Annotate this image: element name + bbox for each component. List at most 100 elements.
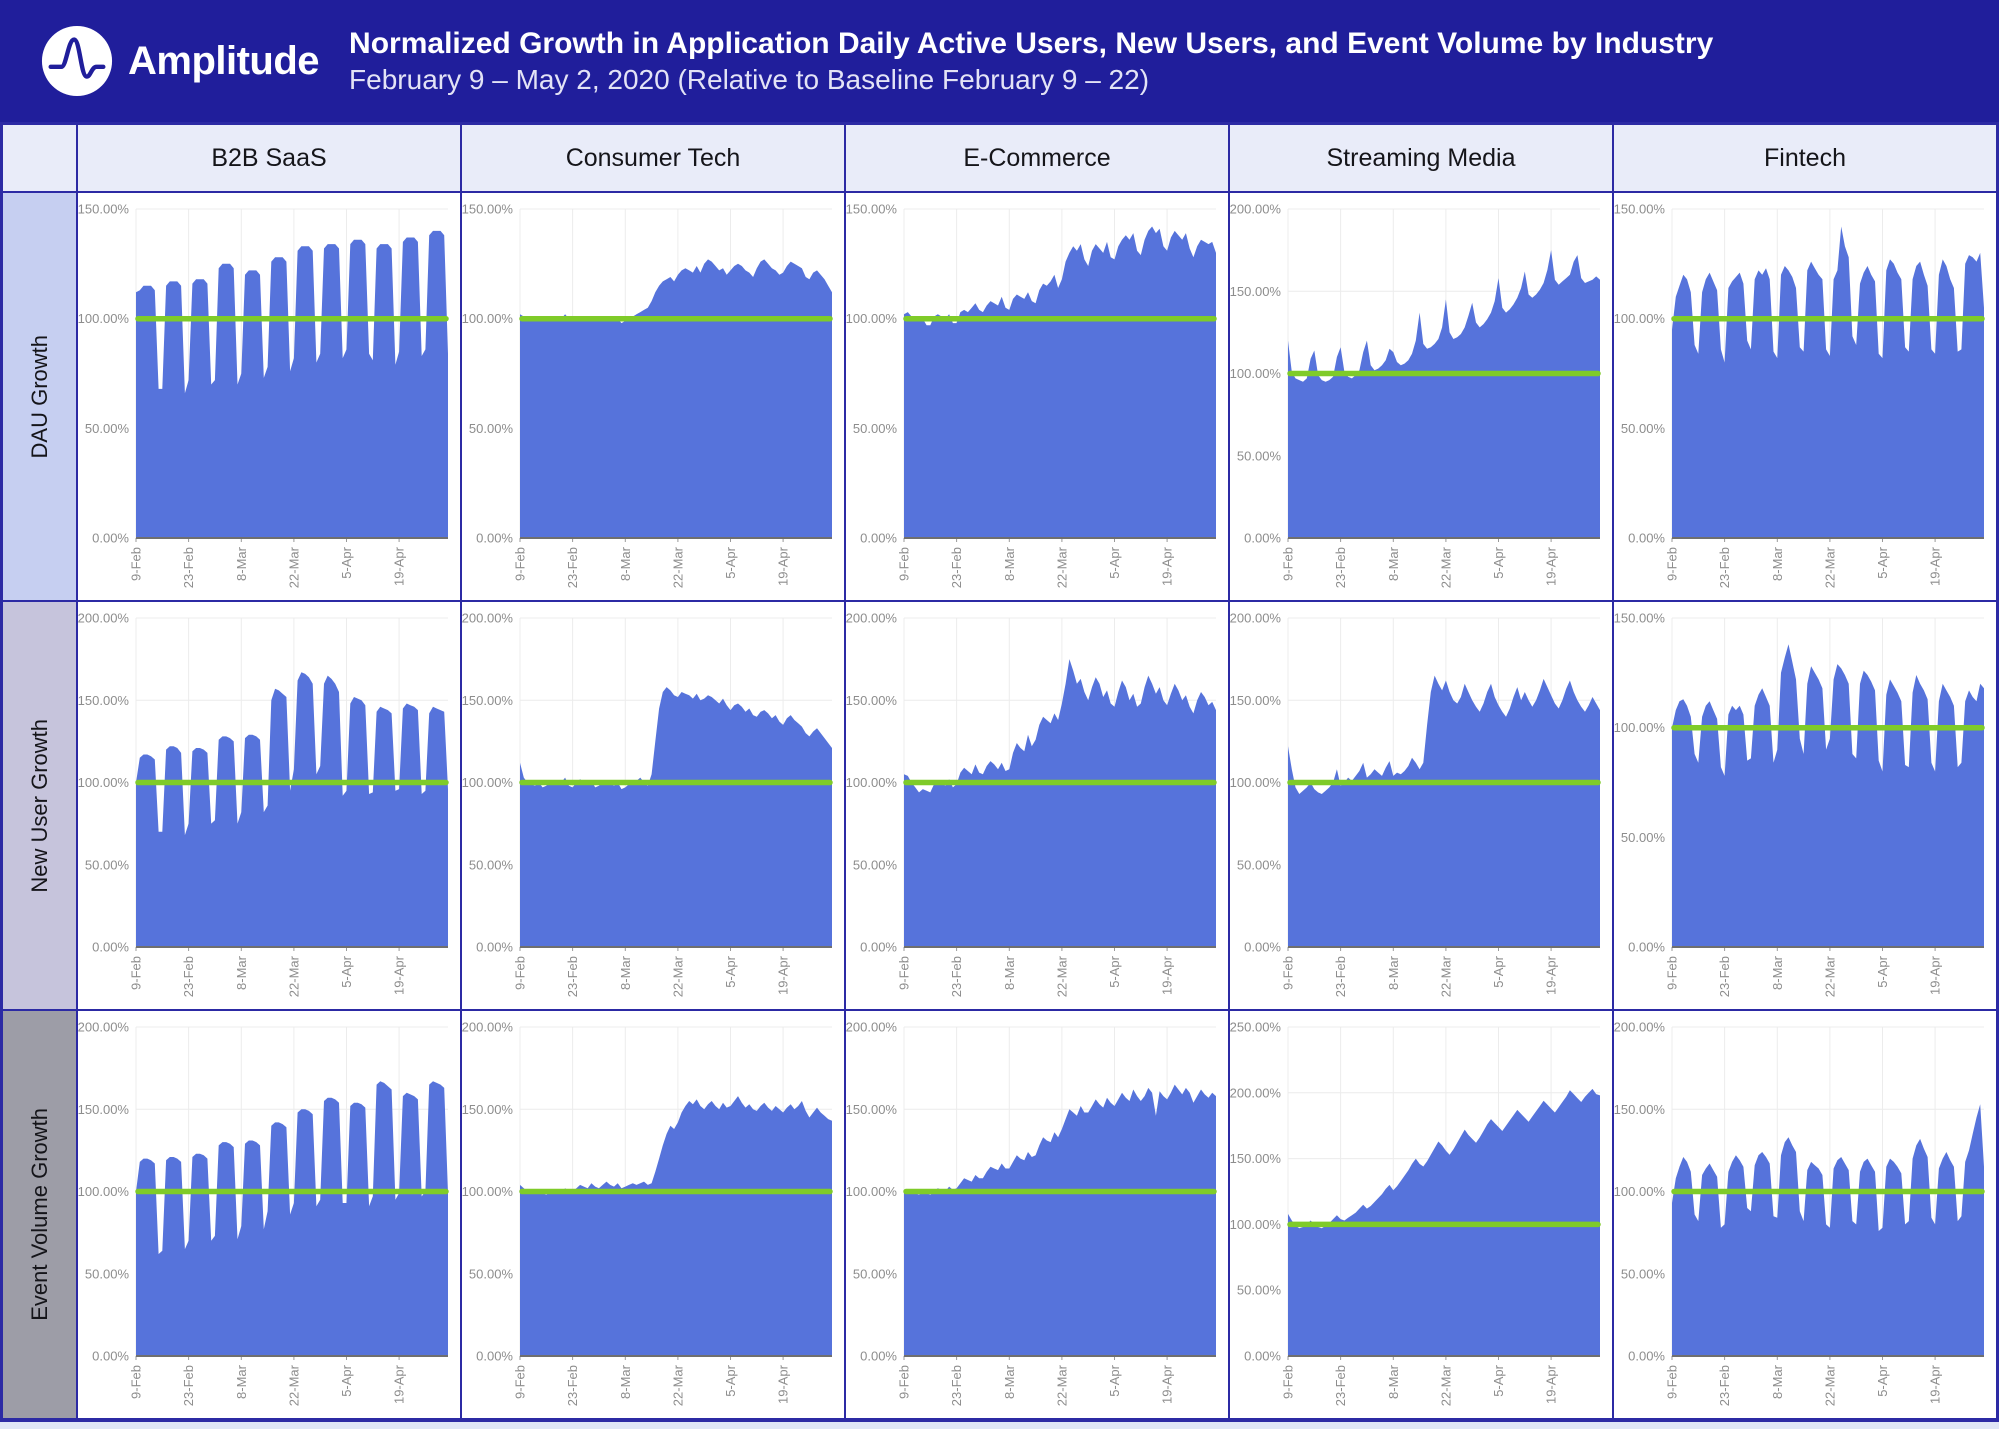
area-chart-svg: 0.00% 50.00% 100.00% 150.00% 200.00% 9-Feb 23-…: [1614, 1020, 1985, 1406]
svg-text:19-Apr: 19-Apr: [776, 1364, 791, 1404]
svg-text:5-Apr: 5-Apr: [1875, 546, 1890, 578]
svg-text:19-Apr: 19-Apr: [1160, 1364, 1175, 1404]
svg-text:200.00%: 200.00%: [462, 611, 513, 626]
svg-text:5-Apr: 5-Apr: [1491, 1364, 1506, 1396]
svg-text:9-Feb: 9-Feb: [897, 1365, 912, 1399]
svg-text:8-Mar: 8-Mar: [618, 955, 633, 990]
chart-dau-growth-e-commerce: 0.00% 50.00% 100.00% 150.00% 9-Feb 23-Feb 8-Ma…: [846, 193, 1228, 600]
svg-text:22-Mar: 22-Mar: [286, 546, 301, 588]
report-title: Normalized Growth in Application Daily A…: [349, 27, 1714, 61]
svg-text:22-Mar: 22-Mar: [1054, 546, 1069, 588]
svg-text:150.00%: 150.00%: [1230, 693, 1281, 708]
svg-text:0.00%: 0.00%: [92, 1349, 129, 1364]
area-chart-svg: 0.00% 50.00% 100.00% 150.00% 200.00% 9-Feb 23-…: [846, 611, 1217, 997]
svg-text:50.00%: 50.00%: [85, 421, 130, 436]
svg-text:19-Apr: 19-Apr: [1928, 546, 1943, 586]
svg-text:8-Mar: 8-Mar: [1386, 546, 1401, 581]
chart-new-user-growth-consumer-tech: 0.00% 50.00% 100.00% 150.00% 200.00% 9-Feb 23-…: [462, 602, 844, 1009]
svg-text:19-Apr: 19-Apr: [392, 955, 407, 995]
svg-text:150.00%: 150.00%: [78, 202, 129, 217]
area-chart-svg: 0.00% 50.00% 100.00% 150.00% 9-Feb 23-Feb 8-Ma…: [846, 202, 1217, 588]
svg-text:100.00%: 100.00%: [78, 775, 129, 790]
svg-text:200.00%: 200.00%: [1614, 1020, 1665, 1035]
svg-text:0.00%: 0.00%: [1244, 1349, 1281, 1364]
chart-dau-growth-consumer-tech: 0.00% 50.00% 100.00% 150.00% 9-Feb 23-Feb 8-Ma…: [462, 193, 844, 600]
svg-text:23-Feb: 23-Feb: [1717, 956, 1732, 997]
svg-text:100.00%: 100.00%: [78, 1184, 129, 1199]
chart-event-volume-growth-consumer-tech: 0.00% 50.00% 100.00% 150.00% 200.00% 9-Feb 23-…: [462, 1011, 844, 1418]
svg-text:150.00%: 150.00%: [1614, 1102, 1665, 1117]
svg-text:200.00%: 200.00%: [462, 1020, 513, 1035]
svg-text:8-Mar: 8-Mar: [618, 1364, 633, 1399]
svg-text:50.00%: 50.00%: [1237, 1283, 1282, 1298]
svg-text:23-Feb: 23-Feb: [1717, 547, 1732, 588]
svg-text:8-Mar: 8-Mar: [234, 1364, 249, 1399]
chart-event-volume-growth-streaming-media: 0.00% 50.00% 100.00% 150.00% 200.00% 250.00% 9…: [1230, 1011, 1612, 1418]
svg-text:5-Apr: 5-Apr: [1875, 955, 1890, 987]
svg-text:100.00%: 100.00%: [78, 311, 129, 326]
svg-text:8-Mar: 8-Mar: [1770, 955, 1785, 990]
svg-text:8-Mar: 8-Mar: [1386, 1364, 1401, 1399]
svg-text:50.00%: 50.00%: [853, 421, 898, 436]
chart-dau-growth-streaming-media: 0.00% 50.00% 100.00% 150.00% 200.00% 9-Feb 23-…: [1230, 193, 1612, 600]
chart-dau-growth-fintech: 0.00% 50.00% 100.00% 150.00% 9-Feb 23-Feb 8-Ma…: [1614, 193, 1996, 600]
svg-text:0.00%: 0.00%: [860, 940, 897, 955]
area-chart-svg: 0.00% 50.00% 100.00% 150.00% 200.00% 9-Feb 23-…: [846, 1020, 1217, 1406]
svg-text:23-Feb: 23-Feb: [181, 547, 196, 588]
chart-event-volume-growth-b2b-saas: 0.00% 50.00% 100.00% 150.00% 200.00% 9-Feb 23-…: [78, 1011, 460, 1418]
area-chart-svg: 0.00% 50.00% 100.00% 150.00% 200.00% 250.00% 9…: [1230, 1020, 1601, 1406]
svg-text:22-Mar: 22-Mar: [1438, 1364, 1453, 1406]
svg-text:22-Mar: 22-Mar: [670, 955, 685, 997]
svg-text:9-Feb: 9-Feb: [1665, 956, 1680, 990]
svg-text:150.00%: 150.00%: [78, 1102, 129, 1117]
svg-text:22-Mar: 22-Mar: [1438, 546, 1453, 588]
column-header-consumer-tech: Consumer Tech: [462, 125, 844, 191]
svg-text:9-Feb: 9-Feb: [1281, 1365, 1296, 1399]
amplitude-wave-icon: [41, 25, 113, 97]
svg-text:9-Feb: 9-Feb: [1665, 547, 1680, 581]
amplitude-logo: Amplitude: [40, 24, 320, 98]
svg-text:100.00%: 100.00%: [462, 311, 513, 326]
svg-text:0.00%: 0.00%: [1244, 531, 1281, 546]
svg-text:22-Mar: 22-Mar: [1822, 546, 1837, 588]
chart-grid: B2B SaaS Consumer Tech E-Commerce Stream…: [0, 122, 1999, 1421]
svg-text:8-Mar: 8-Mar: [618, 546, 633, 581]
svg-text:19-Apr: 19-Apr: [1544, 546, 1559, 586]
svg-text:50.00%: 50.00%: [85, 857, 130, 872]
svg-text:50.00%: 50.00%: [469, 857, 514, 872]
svg-text:8-Mar: 8-Mar: [234, 955, 249, 990]
svg-text:100.00%: 100.00%: [846, 1184, 897, 1199]
bottom-strip: [0, 1421, 1999, 1429]
row-label-new-user-growth: New User Growth: [3, 602, 76, 1009]
svg-text:9-Feb: 9-Feb: [513, 956, 528, 990]
svg-text:50.00%: 50.00%: [469, 1266, 514, 1281]
svg-text:0.00%: 0.00%: [476, 1349, 513, 1364]
svg-text:9-Feb: 9-Feb: [513, 1365, 528, 1399]
svg-text:200.00%: 200.00%: [1230, 1085, 1281, 1100]
svg-text:23-Feb: 23-Feb: [1333, 1365, 1348, 1406]
svg-text:50.00%: 50.00%: [469, 421, 514, 436]
svg-text:22-Mar: 22-Mar: [670, 1364, 685, 1406]
svg-text:5-Apr: 5-Apr: [1107, 1364, 1122, 1396]
corner-cell: [3, 125, 76, 191]
svg-text:100.00%: 100.00%: [1614, 720, 1665, 735]
svg-text:23-Feb: 23-Feb: [1717, 1365, 1732, 1406]
svg-text:19-Apr: 19-Apr: [1160, 546, 1175, 586]
svg-text:5-Apr: 5-Apr: [723, 955, 738, 987]
svg-text:0.00%: 0.00%: [1244, 940, 1281, 955]
row-label-dau-growth: DAU Growth: [3, 193, 76, 600]
area-chart-svg: 0.00% 50.00% 100.00% 150.00% 200.00% 9-Feb 23-…: [462, 1020, 833, 1406]
svg-text:0.00%: 0.00%: [1628, 1349, 1665, 1364]
svg-text:23-Feb: 23-Feb: [1333, 547, 1348, 588]
svg-text:8-Mar: 8-Mar: [1386, 955, 1401, 990]
svg-text:0.00%: 0.00%: [1628, 531, 1665, 546]
svg-text:5-Apr: 5-Apr: [1875, 1364, 1890, 1396]
svg-text:0.00%: 0.00%: [92, 940, 129, 955]
area-chart-svg: 0.00% 50.00% 100.00% 150.00% 9-Feb 23-Feb 8-Ma…: [462, 202, 833, 588]
area-chart-svg: 0.00% 50.00% 100.00% 150.00% 200.00% 9-Feb 23-…: [78, 1020, 449, 1406]
svg-text:5-Apr: 5-Apr: [1491, 546, 1506, 578]
report-subtitle: February 9 – May 2, 2020 (Relative to Ba…: [349, 63, 1150, 95]
svg-text:22-Mar: 22-Mar: [1822, 955, 1837, 997]
svg-text:19-Apr: 19-Apr: [1160, 955, 1175, 995]
svg-text:23-Feb: 23-Feb: [181, 1365, 196, 1406]
